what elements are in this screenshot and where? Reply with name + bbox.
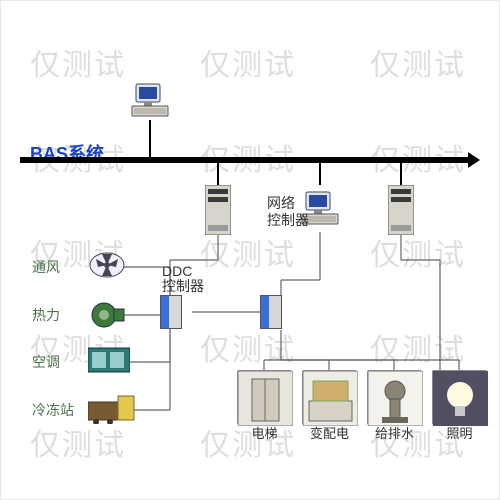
equip-label-elev: 电梯 [251, 423, 277, 442]
equip-label-heat: 热力 [32, 305, 60, 325]
ddc-controller-icon [260, 295, 282, 329]
diagram-canvas: 仅测试仅测试仅测试仅测试仅测试仅测试仅测试仅测试仅测试仅测试仅测试仅测试仅测试仅… [0, 0, 500, 500]
equip-elev: 电梯 [237, 370, 292, 425]
equip-label-vent: 通风 [32, 257, 60, 277]
ddc-controller-label: DDC控制器 [162, 264, 204, 295]
equip-label-ac: 空调 [32, 352, 60, 372]
network-controller-label: 网络控制器 [267, 195, 309, 229]
equip-water: 给排水 [367, 370, 422, 425]
server-tower-icon [205, 185, 231, 235]
equip-light: 照明 [432, 370, 487, 425]
equip-power: 变配电 [302, 370, 357, 425]
equip-label-water: 给排水 [375, 423, 414, 442]
equip-label-light: 照明 [446, 423, 472, 442]
equip-label-chill: 冷冻站 [32, 400, 74, 420]
ddc-controller-icon [160, 295, 182, 329]
equip-label-power: 变配电 [310, 423, 349, 442]
server-pc-icon [130, 82, 170, 122]
server-tower-icon [388, 185, 414, 235]
